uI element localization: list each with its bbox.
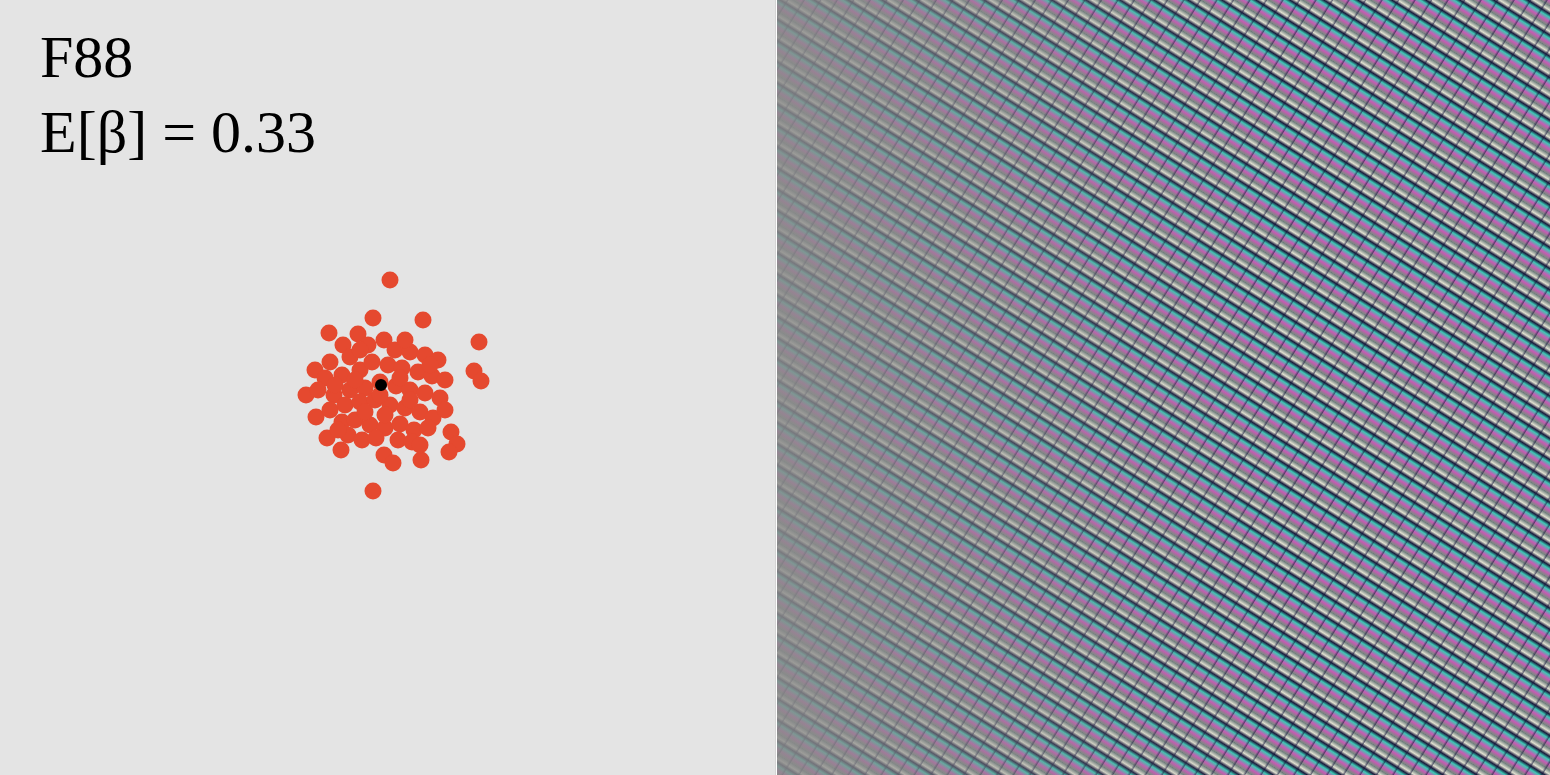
svg-text:E[β] = 0.33: E[β] = 0.33: [40, 99, 316, 165]
svg-text:F88: F88: [40, 24, 133, 90]
